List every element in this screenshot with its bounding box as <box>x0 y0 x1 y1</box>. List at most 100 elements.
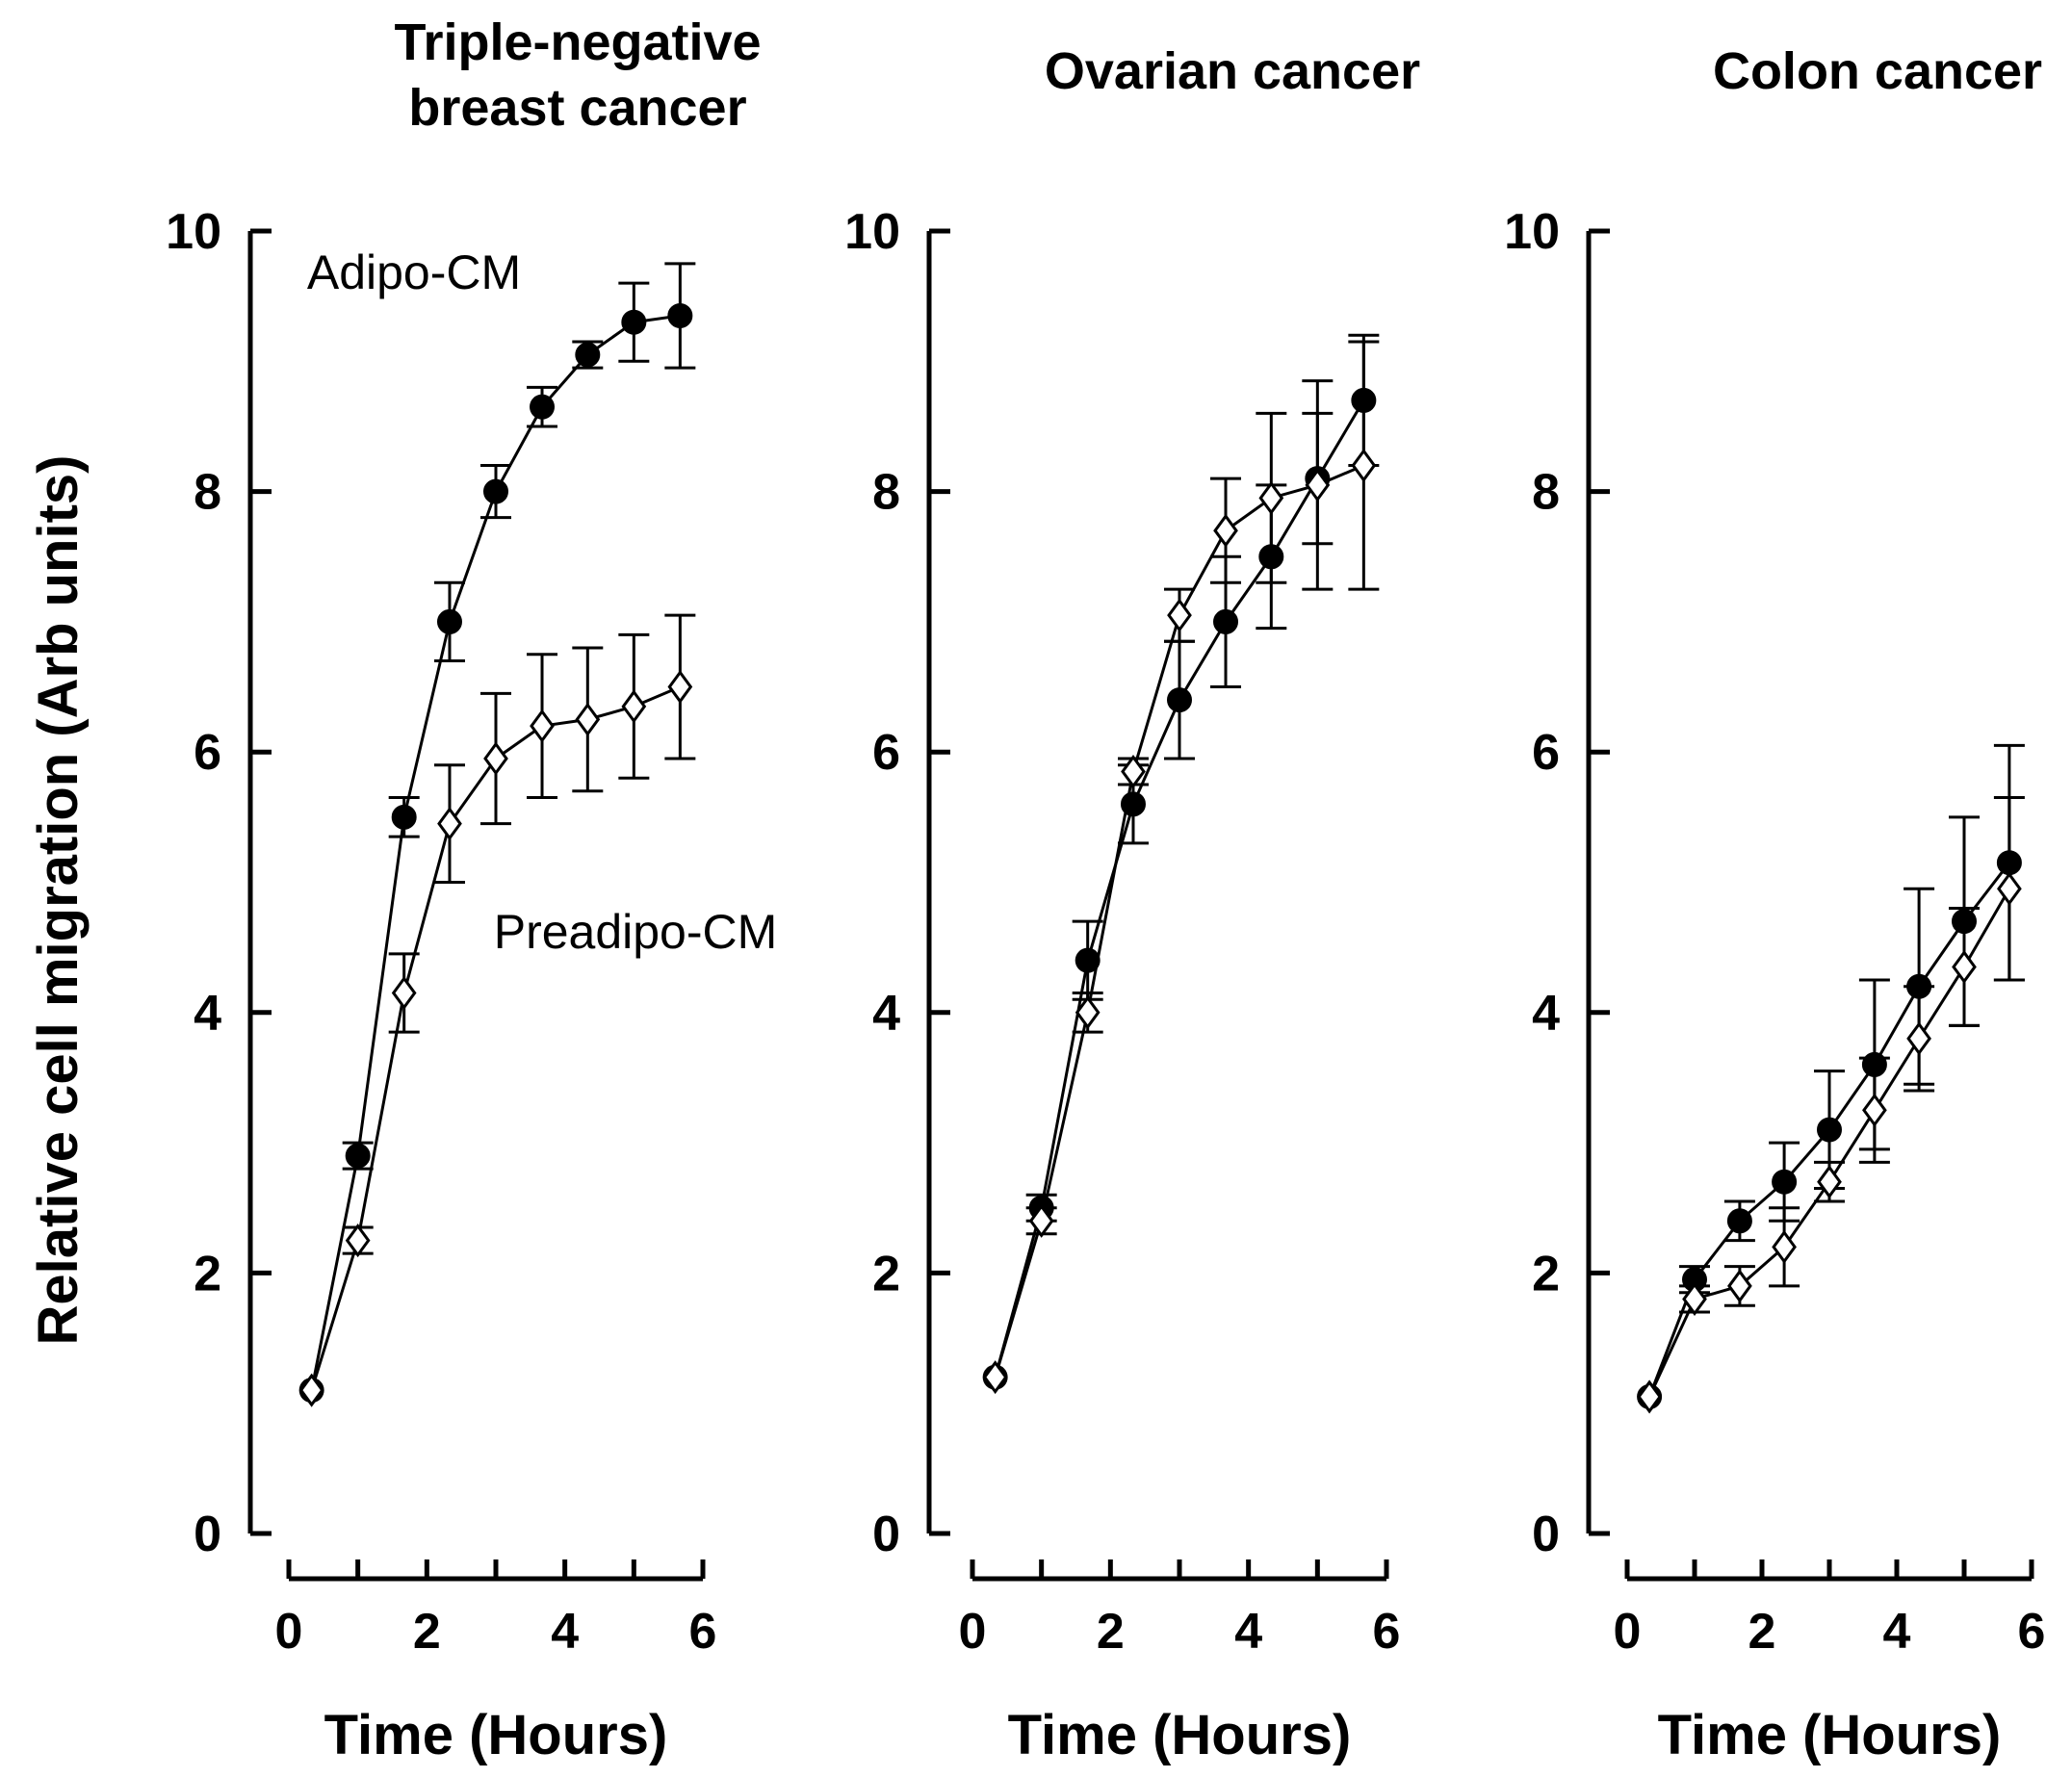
data-point <box>1862 1093 1887 1127</box>
series-preadipo-cm <box>1647 796 2025 1398</box>
data-point <box>436 608 462 634</box>
panel-2: Ovarian cancer 0 2 4 6 8 10 0 2 4 6 Time (Hours) <box>844 42 1420 1766</box>
data-point <box>1996 850 2022 876</box>
markers-preadipo-cm <box>1637 871 2022 1414</box>
data-point <box>1121 754 1146 789</box>
data-point <box>621 689 647 724</box>
y-tick-label: 6 <box>872 725 900 781</box>
data-point <box>1028 1203 1054 1238</box>
y-tick-label: 2 <box>194 1246 221 1301</box>
y-tick-label: 8 <box>1532 465 1560 521</box>
data-point <box>391 804 417 830</box>
data-point <box>345 1143 371 1169</box>
data-point <box>575 702 601 736</box>
markers-adipo-cm <box>298 302 693 1404</box>
data-point <box>1213 513 1238 548</box>
x-tick-label: 4 <box>551 1604 579 1660</box>
data-point <box>437 807 462 841</box>
data-point <box>1727 1269 1752 1303</box>
panel-title: breast cancer <box>408 79 746 137</box>
data-point <box>345 1224 371 1258</box>
data-point <box>1075 947 1101 973</box>
y-tick-label: 4 <box>1532 986 1560 1042</box>
data-point <box>1906 1021 1931 1056</box>
series-adipo-cm <box>310 262 696 1391</box>
data-point <box>1258 544 1284 570</box>
data-point <box>621 309 647 335</box>
data-point <box>1817 1165 1842 1199</box>
panel-title: Colon cancer <box>1713 42 2042 100</box>
data-point <box>1120 791 1146 817</box>
data-point <box>1637 1379 1662 1414</box>
y-tick-label: 4 <box>194 986 221 1042</box>
panel-3: Colon cancer 0 2 4 6 8 10 0 2 4 6 Time (Hours) <box>1504 42 2045 1766</box>
data-point <box>1213 608 1239 634</box>
y-tick-label: 10 <box>166 204 221 260</box>
data-point <box>667 670 693 705</box>
data-point <box>1351 449 1377 483</box>
data-point <box>1075 995 1101 1030</box>
y-tick-label: 6 <box>194 725 221 781</box>
x-tick-label: 6 <box>1373 1604 1401 1660</box>
data-point <box>1952 909 1977 935</box>
markers-preadipo-cm <box>982 449 1377 1395</box>
data-point <box>1772 1169 1798 1195</box>
data-point <box>1997 871 2022 906</box>
y-axis-label: Relative cell migration (Arb units) <box>27 455 90 1346</box>
data-point <box>1772 1229 1797 1264</box>
data-point <box>530 709 555 743</box>
series-line <box>994 399 1365 1379</box>
x-tick-label: 4 <box>1883 1604 1911 1660</box>
y-tick-label: 8 <box>872 465 900 521</box>
data-point <box>1817 1117 1842 1143</box>
panel-title: Ovarian cancer <box>1045 42 1420 100</box>
x-tick-label: 0 <box>959 1604 987 1660</box>
data-point <box>391 975 417 1011</box>
y-tick-label: 6 <box>1532 725 1560 781</box>
series-label-adipo: Adipo-CM <box>307 245 521 299</box>
x-tick-label: 2 <box>1097 1604 1125 1660</box>
data-point <box>1682 1281 1707 1316</box>
data-point <box>1861 1051 1887 1077</box>
y-tick-label: 0 <box>1532 1507 1560 1562</box>
x-tick-label: 0 <box>1614 1604 1642 1660</box>
data-point <box>483 741 508 776</box>
data-point <box>1167 687 1192 713</box>
data-point <box>1906 973 1932 999</box>
x-axis-label: Time (Hours) <box>324 1704 668 1766</box>
x-axis-label: Time (Hours) <box>1008 1704 1352 1766</box>
markers-preadipo-cm <box>298 670 693 1407</box>
panel-title: Triple-negative <box>394 13 761 71</box>
y-tick-label: 2 <box>1532 1246 1560 1301</box>
data-point <box>483 478 508 504</box>
data-point <box>1952 949 1977 984</box>
data-point <box>575 342 601 368</box>
series-label-preadipo: Preadipo-CM <box>494 905 778 959</box>
y-tick-label: 4 <box>872 986 900 1042</box>
data-point <box>667 302 693 328</box>
data-point <box>1167 598 1192 632</box>
data-point <box>1726 1208 1752 1234</box>
data-point <box>1351 387 1377 413</box>
y-tick-label: 10 <box>1504 204 1560 260</box>
x-axis-label: Time (Hours) <box>1658 1704 2002 1766</box>
data-point <box>1305 468 1331 502</box>
data-point <box>530 394 556 420</box>
y-tick-label: 10 <box>844 204 900 260</box>
data-point <box>982 1360 1008 1395</box>
x-tick-label: 6 <box>689 1604 717 1660</box>
y-tick-label: 0 <box>872 1507 900 1562</box>
data-point <box>1258 480 1284 515</box>
x-tick-label: 4 <box>1234 1604 1262 1660</box>
series-preadipo-cm <box>310 613 696 1391</box>
data-point <box>298 1373 324 1407</box>
x-tick-label: 0 <box>275 1604 303 1660</box>
x-tick-label: 2 <box>413 1604 441 1660</box>
x-tick-label: 2 <box>1748 1604 1776 1660</box>
y-tick-label: 2 <box>872 1246 900 1301</box>
y-tick-label: 8 <box>194 465 221 521</box>
y-tick-label: 0 <box>194 1507 221 1562</box>
x-tick-label: 6 <box>2018 1604 2046 1660</box>
